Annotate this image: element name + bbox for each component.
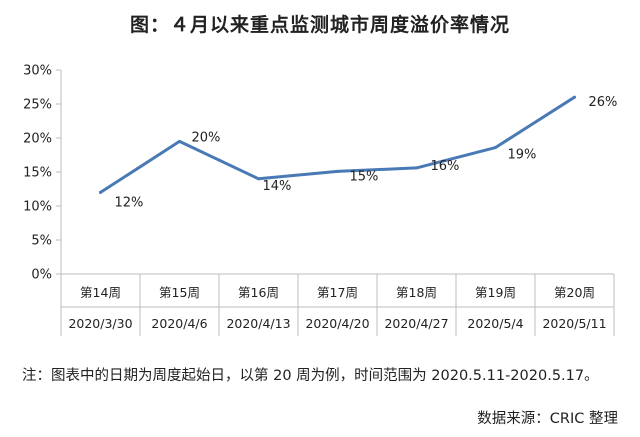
data-label: 14% [263,179,292,194]
y-tick-label: 30% [23,64,52,79]
data-label: 15% [350,169,379,184]
x-category-date: 2020/3/30 [68,316,132,331]
series-point [336,169,339,173]
chart-title: 图：４月以来重点监测城市周度溢价率情况 [129,14,510,36]
x-category-week: 第19周 [475,285,516,300]
x-category-week: 第17周 [317,285,358,300]
series-point [494,146,497,150]
series-point [257,177,260,181]
series-line [99,95,576,194]
x-category-date: 2020/4/6 [151,316,207,331]
data-label: 26% [589,95,618,110]
x-category-week: 第15周 [159,285,200,300]
data-label: 16% [431,159,460,174]
data-source: 数据来源：CRIC 整理 [477,411,618,427]
y-tick-label: 20% [23,132,52,147]
data-label: 19% [508,148,537,163]
x-category-week: 第16周 [238,285,279,300]
footnote: 注：图表中的日期为周度起始日，以第 20 周为例，时间范围为 2020.5.11… [22,368,599,384]
y-tick-label: 15% [23,166,52,181]
x-category-date: 2020/4/20 [305,316,369,331]
line-chart: 0% 5% 10% 15% 20% 25% 30% 第14周 2020/3/30 第15周 2020… [23,64,618,336]
series-point [415,166,418,170]
y-tick-label: 5% [31,234,52,249]
series-point [178,139,181,143]
x-category-date: 2020/5/11 [542,316,606,331]
series-point [573,95,576,99]
x-category-week: 第18周 [396,285,437,300]
x-category-week: 第14周 [80,285,121,300]
x-category-date: 2020/4/13 [226,316,290,331]
y-tick-label: 0% [31,268,52,283]
y-tick-label: 10% [23,200,52,215]
series-point [99,190,102,194]
data-label: 20% [192,130,221,145]
y-tick-label: 25% [23,98,52,113]
data-label: 12% [115,195,144,210]
x-category-date: 2020/4/27 [384,316,448,331]
x-category-week: 第20周 [554,285,595,300]
x-category-date: 2020/5/4 [467,316,523,331]
